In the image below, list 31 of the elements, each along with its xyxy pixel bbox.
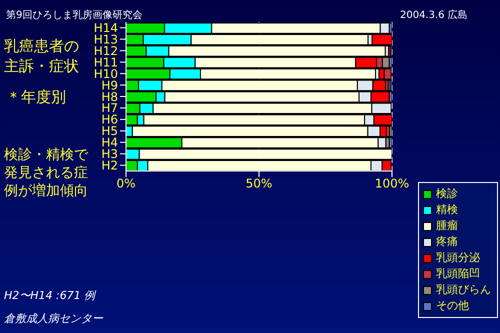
legend-label: 検診: [436, 186, 458, 202]
legend-label: その他: [436, 298, 469, 314]
y-tick-label: H12: [94, 44, 118, 58]
y-tick-label: H2: [101, 158, 118, 173]
x-tick-label: 0%: [116, 176, 136, 191]
text: 第9回ひろしま乳房画像研究会: [6, 10, 142, 21]
y-tick-label: H5: [101, 124, 118, 138]
legend-label: 乳頭分泌: [436, 250, 480, 266]
text: H2〜H14 :671 例: [4, 289, 96, 302]
y-tick-label: H8: [101, 90, 118, 104]
y-tick-label: H11: [94, 55, 118, 70]
text: 倉敷成人病センター: [4, 312, 103, 325]
x-tick-label: 100%: [374, 176, 410, 191]
legend-label: 疼痛: [436, 234, 458, 250]
x-tick-label: 50%: [246, 176, 272, 191]
text: 検診・精検で発見される症例が増加傾向: [4, 147, 88, 199]
y-tick-label: H13: [94, 32, 118, 46]
text: 2004.3.6 広島: [400, 10, 468, 21]
legend-label: 乳頭陥凹: [436, 266, 480, 282]
y-tick-label: H3: [101, 147, 118, 162]
legend-label: 精検: [436, 202, 458, 218]
y-tick-label: H9: [101, 78, 118, 92]
legend-label: 腫瘤: [436, 218, 458, 234]
y-tick-label: H6: [101, 112, 118, 127]
legend-label: 乳頭びらん: [436, 282, 491, 298]
y-tick-label: H7: [101, 101, 118, 116]
y-tick-label: H4: [101, 136, 118, 150]
text: 乳癌患者の主訴・症状: [4, 37, 79, 75]
y-tick-label: H10: [94, 66, 118, 81]
y-tick-label: H14: [94, 20, 118, 35]
text: ＊年度別: [6, 88, 66, 106]
